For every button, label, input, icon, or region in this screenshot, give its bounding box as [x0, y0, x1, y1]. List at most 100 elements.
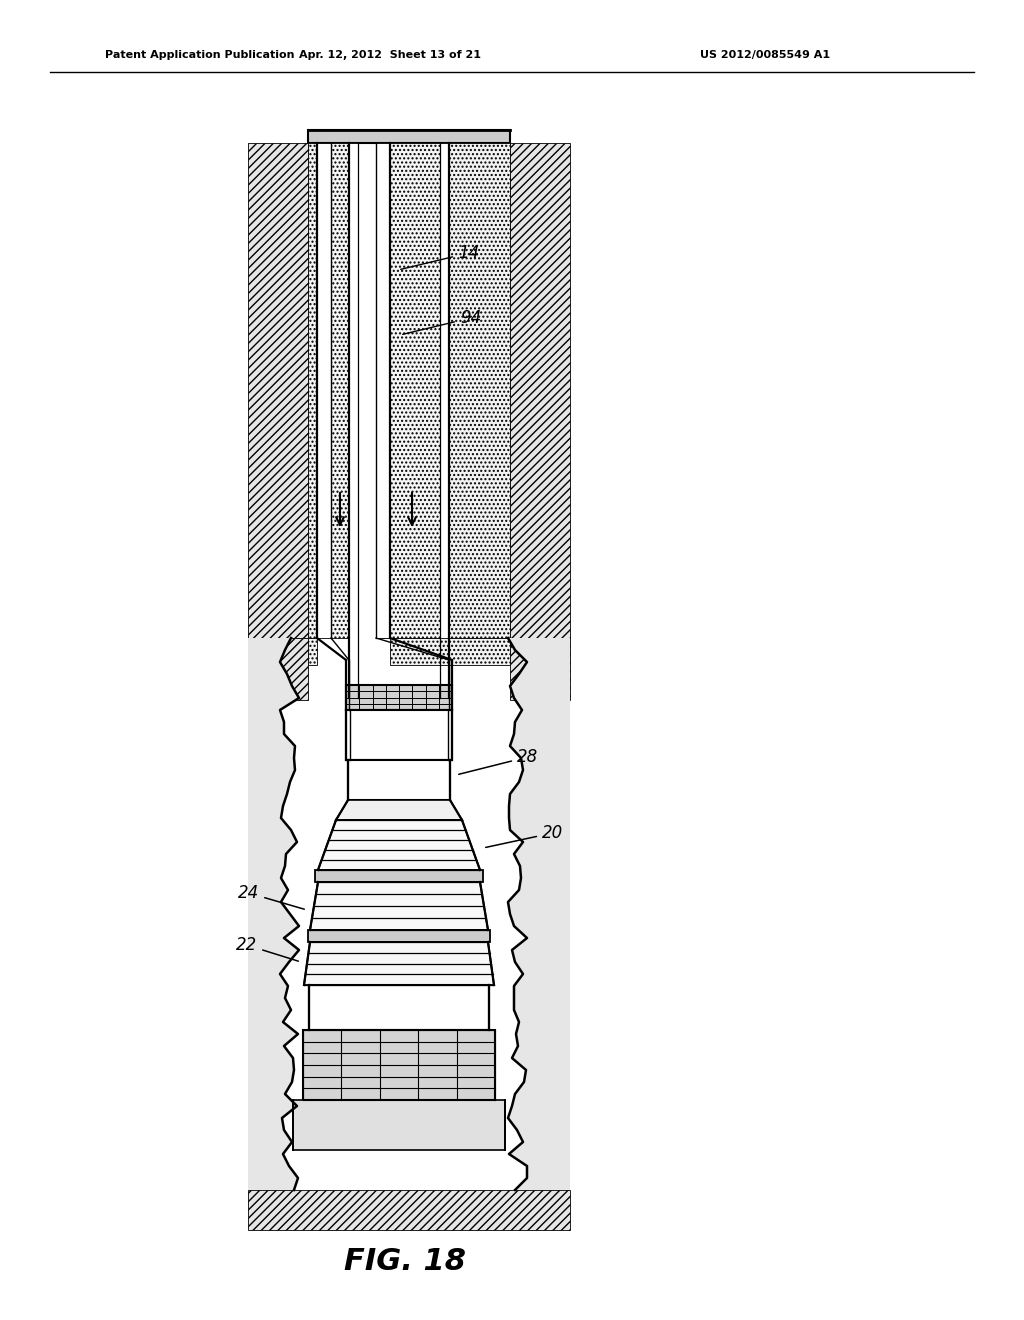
- Bar: [349, 143, 358, 698]
- Polygon shape: [248, 710, 284, 722]
- Text: 94: 94: [402, 309, 481, 334]
- Polygon shape: [248, 1082, 292, 1094]
- Polygon shape: [248, 950, 299, 962]
- Text: Apr. 12, 2012  Sheet 13 of 21: Apr. 12, 2012 Sheet 13 of 21: [299, 50, 481, 59]
- Text: 14: 14: [400, 244, 479, 269]
- Polygon shape: [514, 998, 570, 1010]
- Polygon shape: [514, 722, 570, 734]
- Bar: [440, 143, 449, 698]
- Polygon shape: [516, 1034, 570, 1045]
- Polygon shape: [515, 649, 570, 663]
- Bar: [348, 760, 450, 800]
- Polygon shape: [248, 1010, 291, 1022]
- Polygon shape: [248, 1130, 292, 1142]
- Polygon shape: [509, 807, 570, 818]
- Text: Patent Application Publication: Patent Application Publication: [105, 50, 295, 59]
- Polygon shape: [514, 842, 570, 854]
- Bar: [248, 638, 308, 700]
- Text: FIG. 18: FIG. 18: [344, 1247, 466, 1276]
- Polygon shape: [510, 734, 570, 746]
- Polygon shape: [519, 878, 570, 890]
- Polygon shape: [514, 927, 570, 939]
- Polygon shape: [514, 698, 570, 710]
- Polygon shape: [248, 770, 295, 781]
- Polygon shape: [519, 770, 570, 781]
- Polygon shape: [248, 663, 287, 675]
- Polygon shape: [248, 902, 290, 913]
- Polygon shape: [248, 1142, 292, 1154]
- Bar: [331, 143, 349, 638]
- Polygon shape: [248, 807, 283, 818]
- Polygon shape: [248, 1045, 293, 1059]
- Polygon shape: [512, 1045, 570, 1059]
- Polygon shape: [248, 795, 287, 807]
- Polygon shape: [515, 1177, 570, 1191]
- Polygon shape: [248, 698, 299, 710]
- Polygon shape: [514, 986, 570, 998]
- Polygon shape: [248, 878, 288, 890]
- Polygon shape: [248, 649, 285, 663]
- Bar: [346, 710, 452, 760]
- Polygon shape: [527, 1166, 570, 1177]
- Polygon shape: [521, 758, 570, 770]
- Polygon shape: [248, 890, 288, 902]
- Polygon shape: [248, 781, 290, 795]
- Polygon shape: [248, 1118, 284, 1130]
- Text: US 2012/0085549 A1: US 2012/0085549 A1: [700, 50, 830, 59]
- Polygon shape: [248, 974, 288, 986]
- Bar: [248, 1191, 570, 1230]
- Polygon shape: [514, 1010, 570, 1022]
- Polygon shape: [510, 830, 570, 842]
- Text: 22: 22: [236, 936, 298, 961]
- Bar: [376, 143, 390, 638]
- Text: 20: 20: [485, 824, 563, 847]
- Polygon shape: [248, 1166, 298, 1177]
- Polygon shape: [512, 950, 570, 962]
- Polygon shape: [510, 675, 570, 686]
- Bar: [390, 143, 510, 638]
- Bar: [510, 143, 570, 638]
- Bar: [308, 143, 317, 638]
- Polygon shape: [248, 1034, 298, 1045]
- Polygon shape: [248, 962, 289, 974]
- Polygon shape: [515, 962, 570, 974]
- Polygon shape: [510, 913, 570, 927]
- Bar: [248, 143, 308, 638]
- Bar: [308, 638, 317, 665]
- Bar: [317, 143, 331, 638]
- Polygon shape: [248, 1094, 297, 1106]
- Polygon shape: [248, 818, 291, 830]
- Bar: [346, 685, 452, 710]
- Polygon shape: [515, 1082, 570, 1094]
- Polygon shape: [509, 818, 570, 830]
- Polygon shape: [512, 1094, 570, 1106]
- Polygon shape: [248, 913, 299, 927]
- Polygon shape: [510, 686, 570, 698]
- Bar: [315, 870, 483, 882]
- Bar: [293, 1100, 505, 1150]
- Bar: [308, 931, 490, 942]
- Polygon shape: [248, 1071, 294, 1082]
- Polygon shape: [517, 1130, 570, 1142]
- Polygon shape: [524, 1071, 570, 1082]
- Polygon shape: [248, 998, 291, 1010]
- Polygon shape: [310, 882, 488, 931]
- Polygon shape: [510, 781, 570, 795]
- Bar: [390, 638, 510, 665]
- Bar: [376, 143, 449, 638]
- Polygon shape: [509, 795, 570, 807]
- Bar: [303, 1030, 495, 1100]
- Polygon shape: [509, 1154, 570, 1166]
- Polygon shape: [512, 1059, 570, 1071]
- Polygon shape: [248, 746, 295, 758]
- Polygon shape: [510, 746, 570, 758]
- Polygon shape: [508, 902, 570, 913]
- Polygon shape: [248, 1177, 298, 1191]
- Polygon shape: [248, 1154, 289, 1166]
- Polygon shape: [508, 1118, 570, 1130]
- Polygon shape: [248, 734, 295, 746]
- Polygon shape: [515, 710, 570, 722]
- Polygon shape: [248, 1022, 298, 1034]
- Polygon shape: [248, 1106, 297, 1118]
- Polygon shape: [248, 722, 284, 734]
